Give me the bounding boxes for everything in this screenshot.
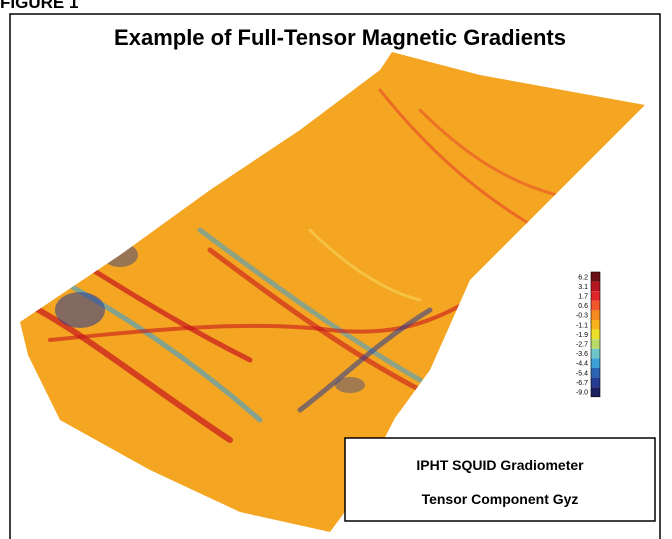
color-bar-label: -0.3 — [576, 313, 588, 320]
color-bar: 6.2 3.1 1.7 0.6 -0.3 -1.1 -1.9 -2.7 -3.6 -4.4 -5.4… — [576, 272, 600, 397]
color-bar-label: 1.7 — [578, 294, 588, 301]
figure: FIGURE 1 Example of Full-Tensor Magnetic… — [0, 0, 672, 539]
color-swatch — [591, 310, 600, 320]
color-swatch — [591, 282, 600, 292]
color-bar-label: -6.7 — [576, 380, 588, 387]
color-swatch — [591, 301, 600, 311]
color-bar-label: -9.0 — [576, 390, 588, 397]
color-swatch — [591, 378, 600, 388]
page: FIGURE 1 Example of Full-Tensor Magnetic… — [0, 0, 672, 539]
color-bar-label: -2.7 — [576, 342, 588, 349]
color-bar-label: 0.6 — [578, 303, 588, 310]
color-bar-label: -4.4 — [576, 361, 588, 368]
color-swatch — [591, 387, 600, 397]
color-bar-label: 6.2 — [578, 274, 588, 281]
figure-label: FIGURE 1 — [0, 0, 78, 12]
color-swatch — [591, 330, 600, 340]
caption-line: Tensor Component Gyz — [422, 491, 579, 507]
color-bar-label: -5.4 — [576, 370, 588, 377]
color-swatch — [591, 291, 600, 301]
color-bar-label: -1.9 — [576, 332, 588, 339]
color-bar-label: -1.1 — [576, 322, 588, 329]
color-swatch — [591, 349, 600, 359]
color-swatch — [591, 368, 600, 378]
color-bar-label: -3.6 — [576, 351, 588, 358]
caption-box — [345, 438, 655, 521]
color-bar-label: 3.1 — [578, 284, 588, 291]
title: Example of Full-Tensor Magnetic Gradient… — [114, 25, 566, 50]
color-swatch — [591, 272, 600, 282]
color-swatch — [591, 339, 600, 349]
color-swatch — [591, 320, 600, 330]
caption-line: IPHT SQUID Gradiometer — [416, 457, 584, 473]
color-swatch — [591, 358, 600, 368]
